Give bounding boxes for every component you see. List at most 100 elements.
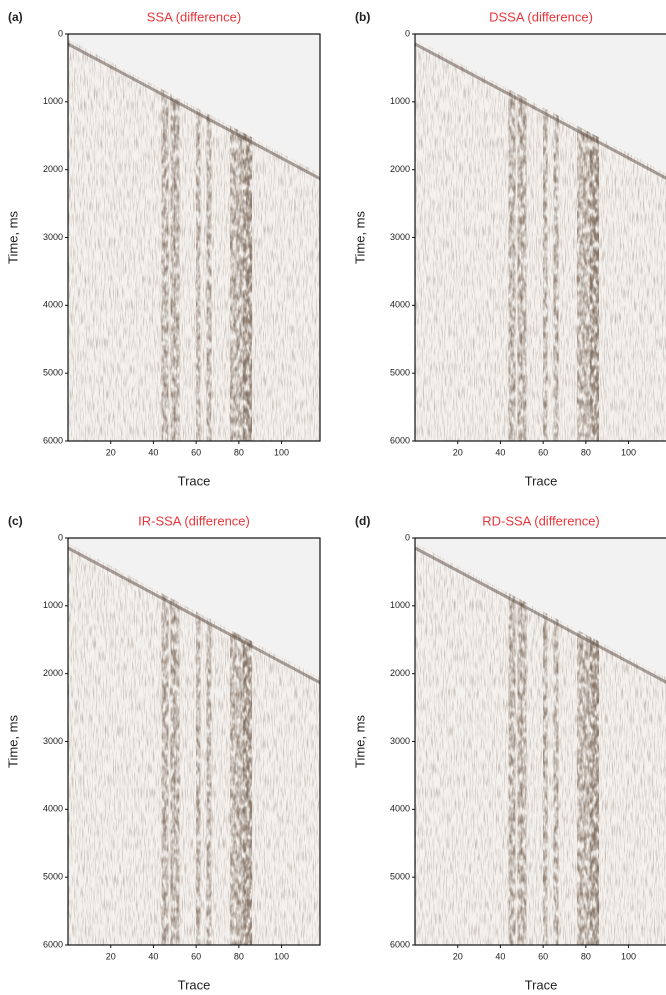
y-tick-label: 3000 bbox=[390, 736, 410, 746]
y-tick-label: 0 bbox=[58, 532, 63, 542]
panel: 0 1000 2000 3000 4000 5000 6000 20 40 60 80 100 Trac… bbox=[5, 9, 321, 488]
x-tick-label: 100 bbox=[621, 447, 636, 457]
y-tick-label: 3000 bbox=[43, 232, 63, 242]
y-tick-label: 2000 bbox=[390, 668, 410, 678]
stripe bbox=[196, 538, 201, 945]
stripe bbox=[521, 34, 527, 441]
y-tick-label: 4000 bbox=[43, 300, 63, 310]
seismic-image bbox=[68, 538, 320, 945]
first-break bbox=[68, 546, 320, 685]
y-tick-label: 0 bbox=[405, 28, 410, 38]
stripe bbox=[170, 538, 175, 945]
y-tick-label: 3000 bbox=[43, 736, 63, 746]
y-axis-label: Time, ms bbox=[5, 211, 20, 264]
stripe bbox=[161, 538, 169, 945]
stripe bbox=[243, 34, 252, 441]
y-tick-label: 1000 bbox=[390, 96, 410, 106]
x-tick-label: 100 bbox=[274, 447, 289, 457]
y-tick-label: 1000 bbox=[390, 600, 410, 610]
y-tick-label: 5000 bbox=[390, 368, 410, 378]
y-tick-label: 2000 bbox=[43, 668, 63, 678]
y-tick-label: 5000 bbox=[43, 368, 63, 378]
stripe bbox=[196, 34, 201, 441]
y-tick-label: 4000 bbox=[390, 300, 410, 310]
y-axis-label: Time, ms bbox=[352, 211, 367, 264]
x-tick-label: 40 bbox=[495, 951, 505, 961]
stripe bbox=[161, 34, 169, 441]
stripe bbox=[553, 34, 559, 441]
stripe bbox=[543, 538, 548, 945]
y-tick-label: 5000 bbox=[390, 872, 410, 882]
stripe bbox=[170, 34, 175, 441]
panel: 0 1000 2000 3000 4000 5000 6000 20 40 60 80 100 Trac… bbox=[352, 9, 666, 488]
mute-zone bbox=[68, 34, 320, 174]
x-tick-label: 100 bbox=[621, 951, 636, 961]
y-tick-label: 6000 bbox=[43, 435, 63, 445]
panel: 0 1000 2000 3000 4000 5000 6000 20 40 60 80 100 Trac… bbox=[5, 513, 321, 992]
x-axis-label: Trace bbox=[178, 473, 211, 488]
y-tick-label: 1000 bbox=[43, 600, 63, 610]
y-tick-label: 2000 bbox=[390, 164, 410, 174]
stripe bbox=[553, 538, 559, 945]
x-axis-label: Trace bbox=[525, 977, 558, 992]
panel-title: RD-SSA (difference) bbox=[482, 513, 600, 528]
x-tick-label: 20 bbox=[106, 951, 116, 961]
y-tick-label: 0 bbox=[405, 532, 410, 542]
mute-zone bbox=[68, 538, 320, 678]
stripe bbox=[517, 34, 522, 441]
x-tick-label: 20 bbox=[453, 447, 463, 457]
y-tick-label: 6000 bbox=[390, 939, 410, 949]
x-axis-label: Trace bbox=[178, 977, 211, 992]
stripe bbox=[508, 34, 516, 441]
panel-title: DSSA (difference) bbox=[489, 9, 593, 24]
panel: 0 1000 2000 3000 4000 5000 6000 20 40 60 80 100 Trac… bbox=[352, 513, 666, 992]
first-break bbox=[415, 546, 666, 684]
mute-zone bbox=[415, 538, 666, 678]
panel-label: (a) bbox=[8, 10, 23, 24]
stripe bbox=[508, 538, 516, 945]
stripe bbox=[521, 538, 527, 945]
y-tick-label: 6000 bbox=[390, 435, 410, 445]
x-tick-label: 80 bbox=[581, 447, 591, 457]
x-axis-label: Trace bbox=[525, 473, 558, 488]
y-tick-label: 5000 bbox=[43, 872, 63, 882]
y-axis-label: Time, ms bbox=[5, 715, 20, 768]
panel-title: IR-SSA (difference) bbox=[138, 513, 250, 528]
stripe bbox=[543, 34, 548, 441]
x-tick-label: 60 bbox=[191, 951, 201, 961]
stripe bbox=[590, 34, 599, 441]
y-tick-label: 1000 bbox=[43, 96, 63, 106]
y-tick-label: 4000 bbox=[43, 804, 63, 814]
stripe bbox=[174, 538, 180, 945]
panel-label: (b) bbox=[355, 10, 370, 24]
y-tick-label: 3000 bbox=[390, 232, 410, 242]
y-tick-label: 6000 bbox=[43, 939, 63, 949]
first-break bbox=[415, 42, 666, 180]
stripe bbox=[590, 538, 599, 945]
x-tick-label: 40 bbox=[495, 447, 505, 457]
y-tick-label: 4000 bbox=[390, 804, 410, 814]
stripe bbox=[206, 34, 212, 441]
first-break bbox=[68, 42, 320, 181]
x-tick-label: 60 bbox=[191, 447, 201, 457]
stripe bbox=[174, 34, 180, 441]
panel-title: SSA (difference) bbox=[147, 9, 241, 24]
x-tick-label: 80 bbox=[581, 951, 591, 961]
stripe bbox=[206, 538, 212, 945]
y-tick-label: 0 bbox=[58, 28, 63, 38]
mute-zone bbox=[415, 34, 666, 174]
stripe bbox=[243, 538, 252, 945]
x-tick-label: 100 bbox=[274, 951, 289, 961]
x-tick-label: 60 bbox=[538, 447, 548, 457]
x-tick-label: 40 bbox=[148, 447, 158, 457]
panel-label: (c) bbox=[8, 514, 23, 528]
y-axis-label: Time, ms bbox=[352, 715, 367, 768]
x-tick-label: 20 bbox=[106, 447, 116, 457]
x-tick-label: 80 bbox=[234, 447, 244, 457]
x-tick-label: 40 bbox=[148, 951, 158, 961]
panel-label: (d) bbox=[355, 514, 370, 528]
seismic-image bbox=[68, 34, 320, 441]
x-tick-label: 60 bbox=[538, 951, 548, 961]
x-tick-label: 80 bbox=[234, 951, 244, 961]
